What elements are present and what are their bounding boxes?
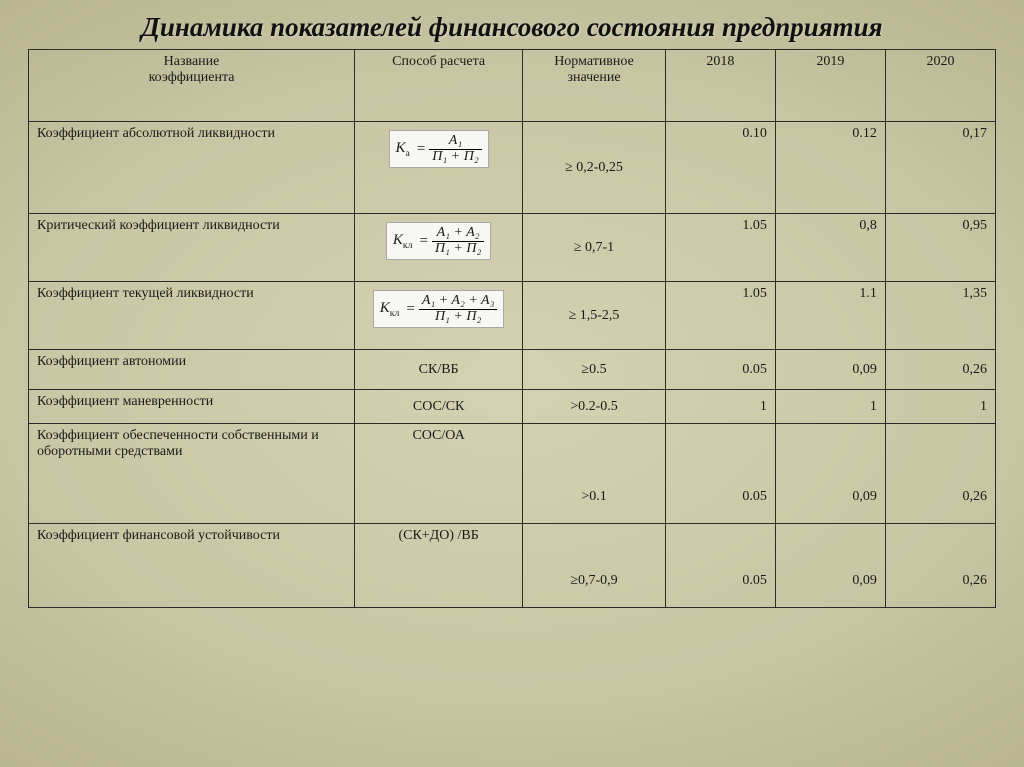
row-2018: 0.05 [665,524,775,608]
col-2019-label: 2019 [816,54,844,69]
row-2020: 0,17 [885,122,995,214]
formula-den: П₁ + П₂ [419,310,498,325]
equals-sign: = [417,141,425,158]
table-row: Коэффициент абсолютной ликвидности Ка = … [29,122,996,214]
formula: Ккл = A₁ + A₂ + A₃ П₁ + П₂ [380,294,498,324]
row-2020: 1,35 [885,282,995,350]
row-calc: Ккл = A₁ + A₂ П₁ + П₂ [355,214,523,282]
formula-lhs-sub: кл [403,240,413,251]
table-row: Коэффициент финансовой устойчивости (СК+… [29,524,996,608]
row-2019: 1.1 [775,282,885,350]
equals-sign: = [406,301,414,318]
col-2018: 2018 [665,50,775,122]
formula-den: П₁ + П₂ [429,150,481,165]
row-2019: 0,8 [775,214,885,282]
row-2019: 1 [775,390,885,424]
formula: Ка = A₁ П₁ + П₂ [396,134,482,164]
row-norm: >0.2-0.5 [523,390,666,424]
row-norm: >0.1 [523,424,666,524]
col-calc-label: Способ расчета [392,54,485,69]
row-name: Коэффициент автономии [29,350,355,390]
slide: Динамика показателей финансового состоян… [0,0,1024,767]
row-calc: СК/ВБ [355,350,523,390]
row-2020: 1 [885,390,995,424]
row-2019: 0,09 [775,350,885,390]
col-2019: 2019 [775,50,885,122]
formula-box: Ккл = A₁ + A₂ П₁ + П₂ [386,222,491,260]
formula-num: A₁ + A₂ [432,226,484,242]
table-header-row: Названиекоэффициента Способ расчета Норм… [29,50,996,122]
table-row: Коэффициент автономии СК/ВБ ≥0.5 0.05 0,… [29,350,996,390]
formula: Ккл = A₁ + A₂ П₁ + П₂ [393,226,484,256]
row-2020: 0,95 [885,214,995,282]
equals-sign: = [419,233,427,250]
row-name: Коэффициент маневренности [29,390,355,424]
formula-lhs-base: К [396,140,406,156]
row-name: Коэффициент финансовой устойчивости [29,524,355,608]
table-row: Коэффициент текущей ликвидности Ккл = A₁… [29,282,996,350]
col-2020: 2020 [885,50,995,122]
formula-lhs-base: К [380,300,390,316]
row-2018: 0.05 [665,350,775,390]
row-2018: 1.05 [665,282,775,350]
formula-lhs-sub: а [406,148,410,159]
formula-lhs-base: К [393,232,403,248]
formula-den: П₁ + П₂ [432,242,484,257]
table-row: Критический коэффициент ликвидности Ккл … [29,214,996,282]
row-2018: 1 [665,390,775,424]
row-2020: 0,26 [885,524,995,608]
table-row: Коэффициент маневренности СОС/СК >0.2-0.… [29,390,996,424]
row-name: Критический коэффициент ликвидности [29,214,355,282]
row-2020: 0,26 [885,424,995,524]
row-name: Коэффициент обеспеченности собственными … [29,424,355,524]
row-2018: 0.10 [665,122,775,214]
col-name: Названиекоэффициента [29,50,355,122]
formula-box: Ккл = A₁ + A₂ + A₃ П₁ + П₂ [373,290,505,328]
col-norm: Нормативноезначение [523,50,666,122]
row-norm: ≥ 1,5-2,5 [523,282,666,350]
formula-box: Ка = A₁ П₁ + П₂ [389,130,489,168]
row-2019: 0,09 [775,424,885,524]
row-2018: 0.05 [665,424,775,524]
row-norm: ≥ 0,2-0,25 [523,122,666,214]
row-name: Коэффициент текущей ликвидности [29,282,355,350]
financial-table: Названиекоэффициента Способ расчета Норм… [28,49,996,608]
row-norm: ≥ 0,7-1 [523,214,666,282]
table-body: Коэффициент абсолютной ликвидности Ка = … [29,122,996,608]
row-calc: СОС/СК [355,390,523,424]
formula-lhs-sub: кл [390,308,400,319]
page-title: Динамика показателей финансового состоян… [28,12,996,43]
row-norm: ≥0,7-0,9 [523,524,666,608]
formula-num: A₁ [429,134,481,150]
row-norm: ≥0.5 [523,350,666,390]
row-2019: 0,09 [775,524,885,608]
row-calc: СОС/ОА [355,424,523,524]
col-name-label: Названиекоэффициента [149,54,235,85]
col-norm-label: Нормативноезначение [554,54,634,85]
row-calc: Ккл = A₁ + A₂ + A₃ П₁ + П₂ [355,282,523,350]
row-2020: 0,26 [885,350,995,390]
col-2020-label: 2020 [926,54,954,69]
col-calc: Способ расчета [355,50,523,122]
row-name: Коэффициент абсолютной ликвидности [29,122,355,214]
col-2018-label: 2018 [706,54,734,69]
row-calc: (СК+ДО) /ВБ [355,524,523,608]
row-2019: 0.12 [775,122,885,214]
table-row: Коэффициент обеспеченности собственными … [29,424,996,524]
row-2018: 1.05 [665,214,775,282]
formula-num: A₁ + A₂ + A₃ [419,294,498,310]
row-calc: Ка = A₁ П₁ + П₂ [355,122,523,214]
